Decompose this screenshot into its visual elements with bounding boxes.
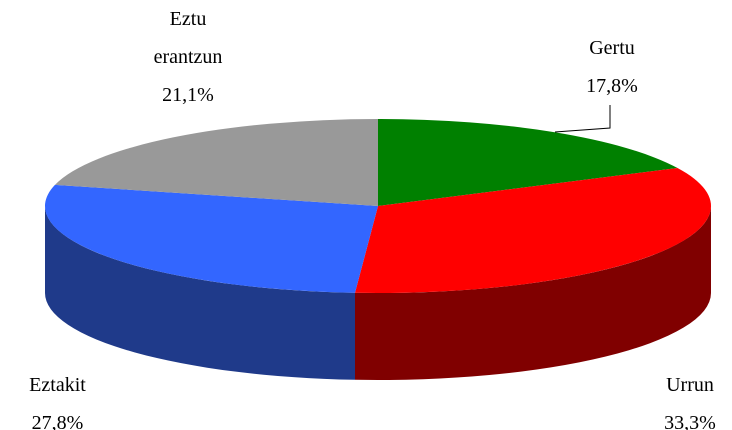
slice-label: Eztu erantzun [153,8,223,68]
slice-label: Urrun [666,374,714,396]
slice-value-label: 21,1% [162,84,214,106]
slice-value-label: 27,8% [31,412,84,430]
pie-slice [355,167,712,293]
slice-value-label: 33,3% [664,412,716,430]
slice-label: Gertu [589,37,635,59]
pie-slice [54,119,378,206]
leader-line [554,105,611,133]
slice-value-label: 17,8% [586,75,638,97]
pie-side [45,206,356,380]
pie-slice [378,119,678,206]
pie-side [355,206,711,381]
slice-label: Eztakit [29,374,86,396]
pie-slice [44,184,378,293]
